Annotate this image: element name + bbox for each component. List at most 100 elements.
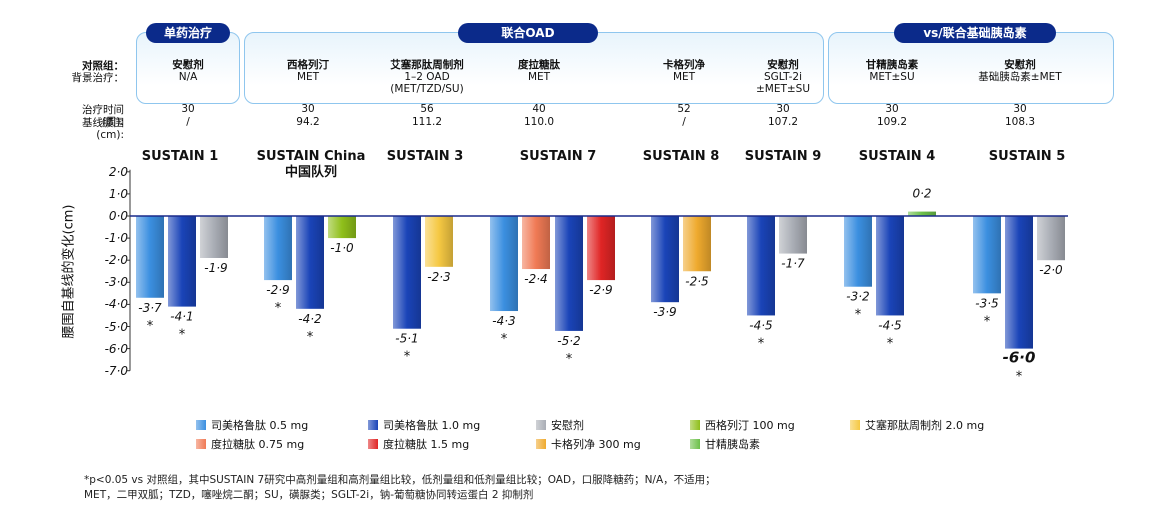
value-label: -3·9 [653,305,676,319]
legend-swatch [850,420,860,430]
bar-sema10 [168,216,196,307]
bar-sema05 [844,216,872,287]
value-label: -4·5 [749,318,772,332]
duration-7: 30 [1013,103,1027,115]
value-label: -5·2 [557,334,580,348]
legend-swatch [368,439,378,449]
background-5-0: SGLT-2i [763,71,803,83]
significance-marker: * [887,336,894,351]
bar-placebo [1037,216,1065,261]
comparator-3: 度拉糖肽 [518,59,560,71]
value-label: -3·5 [975,296,998,310]
y-tick-label: 1·0 [108,186,128,201]
legend-swatch [690,420,700,430]
value-label: -1·0 [330,241,354,255]
significance-marker: * [147,319,154,334]
comparator-2: 艾塞那肽周制剂 [390,59,464,71]
duration-3: 40 [532,103,546,115]
value-label: -3·2 [846,290,869,304]
value-label: -1·9 [204,261,227,275]
trial-name-4: SUSTAIN 8 [642,149,720,164]
legend-item-dula075: 度拉糖肽 0.75 mg [196,438,304,451]
bar-sema10 [876,216,904,316]
row-label-waist: 基线腰围(cm): [82,117,124,141]
baseline-waist-7: 108.3 [1004,116,1036,128]
significance-marker: * [501,332,508,347]
duration-1: 30 [301,103,315,115]
y-tick-label: 0·0 [108,209,128,223]
legend-label: 甘精胰岛素 [705,438,760,451]
value-label: 0·2 [912,187,931,201]
significance-marker: * [179,328,186,343]
y-tick-label: -1·0 [104,231,128,246]
baseline-waist-4: / [682,116,686,128]
significance-marker: * [1016,370,1023,385]
trial-name-1: SUSTAIN China 中国队列 [256,149,366,180]
legend-item-glar: 甘精胰岛素 [690,438,760,451]
legend-label: 安慰剂 [551,419,584,432]
value-label: -4·5 [878,318,901,332]
group-pill-oad: 联合OAD [458,23,598,43]
legend-swatch [368,420,378,430]
significance-marker: * [566,352,573,367]
background-7-0: 基础胰岛素±MET [978,71,1062,83]
baseline-waist-3: 110.0 [523,116,555,128]
baseline-waist-5: 107.2 [767,116,799,128]
legend-item-exen: 艾塞那肽周制剂 2.0 mg [850,419,984,432]
bar-placebo [200,216,228,258]
background-2-0: 1–2 OAD [404,71,450,83]
y-tick-label: -3·0 [104,275,128,290]
comparator-0: 安慰剂 [172,59,204,71]
value-label: -4·3 [492,314,515,328]
baseline-waist-6: 109.2 [876,116,908,128]
background-3-0: MET [527,71,551,83]
value-label: -3·7 [138,301,162,315]
bar-exen [425,216,453,267]
legend-item-placebo: 安慰剂 [536,419,584,432]
bar-sema10 [651,216,679,303]
trial-name-0: SUSTAIN 1 [141,149,219,164]
group-box-oad [244,32,824,104]
bar-dula075 [522,216,550,270]
value-label: -2·4 [524,272,547,286]
value-label: -2·5 [685,274,708,288]
bar-sema10 [555,216,583,331]
significance-marker: * [404,350,411,365]
value-label: -2·9 [266,283,289,297]
legend-label: 卡格列净 300 mg [551,438,641,451]
footnote-line-2: MET，二甲双胍；TZD，噻唑烷二酮；SU，磺脲类；SGLT-2i，钠-葡萄糖协… [84,489,534,501]
background-0-0: N/A [178,71,198,83]
bar-glar [908,211,936,216]
bar-sema05 [264,216,292,281]
duration-5: 30 [776,103,790,115]
legend-swatch [536,420,546,430]
bar-cana [683,216,711,272]
trial-name-3: SUSTAIN 7 [519,149,597,164]
value-label: -2·9 [589,283,612,297]
legend-item-sita: 西格列汀 100 mg [690,419,795,432]
duration-0: 30 [181,103,195,115]
group-box-insulin [828,32,1114,104]
y-tick-label: -7·0 [104,363,128,378]
trial-name-6: SUSTAIN 4 [858,149,936,164]
significance-marker: * [275,301,282,316]
legend-item-cana: 卡格列净 300 mg [536,438,641,451]
legend-label: 艾塞那肽周制剂 2.0 mg [865,419,985,432]
y-tick-label: -2·0 [104,253,128,268]
legend-label: 司美格鲁肽 0.5 mg [211,419,309,432]
footnote-line-1: *p<0.05 vs 对照组，其中SUSTAIN 7研究中高剂量组和高剂量组比较… [84,474,716,486]
legend-label: 度拉糖肽 0.75 mg [211,438,305,451]
legend-swatch [536,439,546,449]
comparator-5: 安慰剂 [767,59,799,71]
trial-name-2: SUSTAIN 3 [386,149,464,164]
value-label: -2·0 [1039,263,1063,277]
background-1-0: MET [296,71,320,83]
group-pill-insulin: vs/联合基础胰岛素 [894,23,1056,43]
bar-sema10 [747,216,775,316]
bar-dula15 [587,216,615,281]
comparator-7: 安慰剂 [1004,59,1036,71]
legend-swatch [196,439,206,449]
value-label: -4·1 [170,310,193,324]
duration-2: 56 [420,103,434,115]
significance-marker: * [984,314,991,329]
